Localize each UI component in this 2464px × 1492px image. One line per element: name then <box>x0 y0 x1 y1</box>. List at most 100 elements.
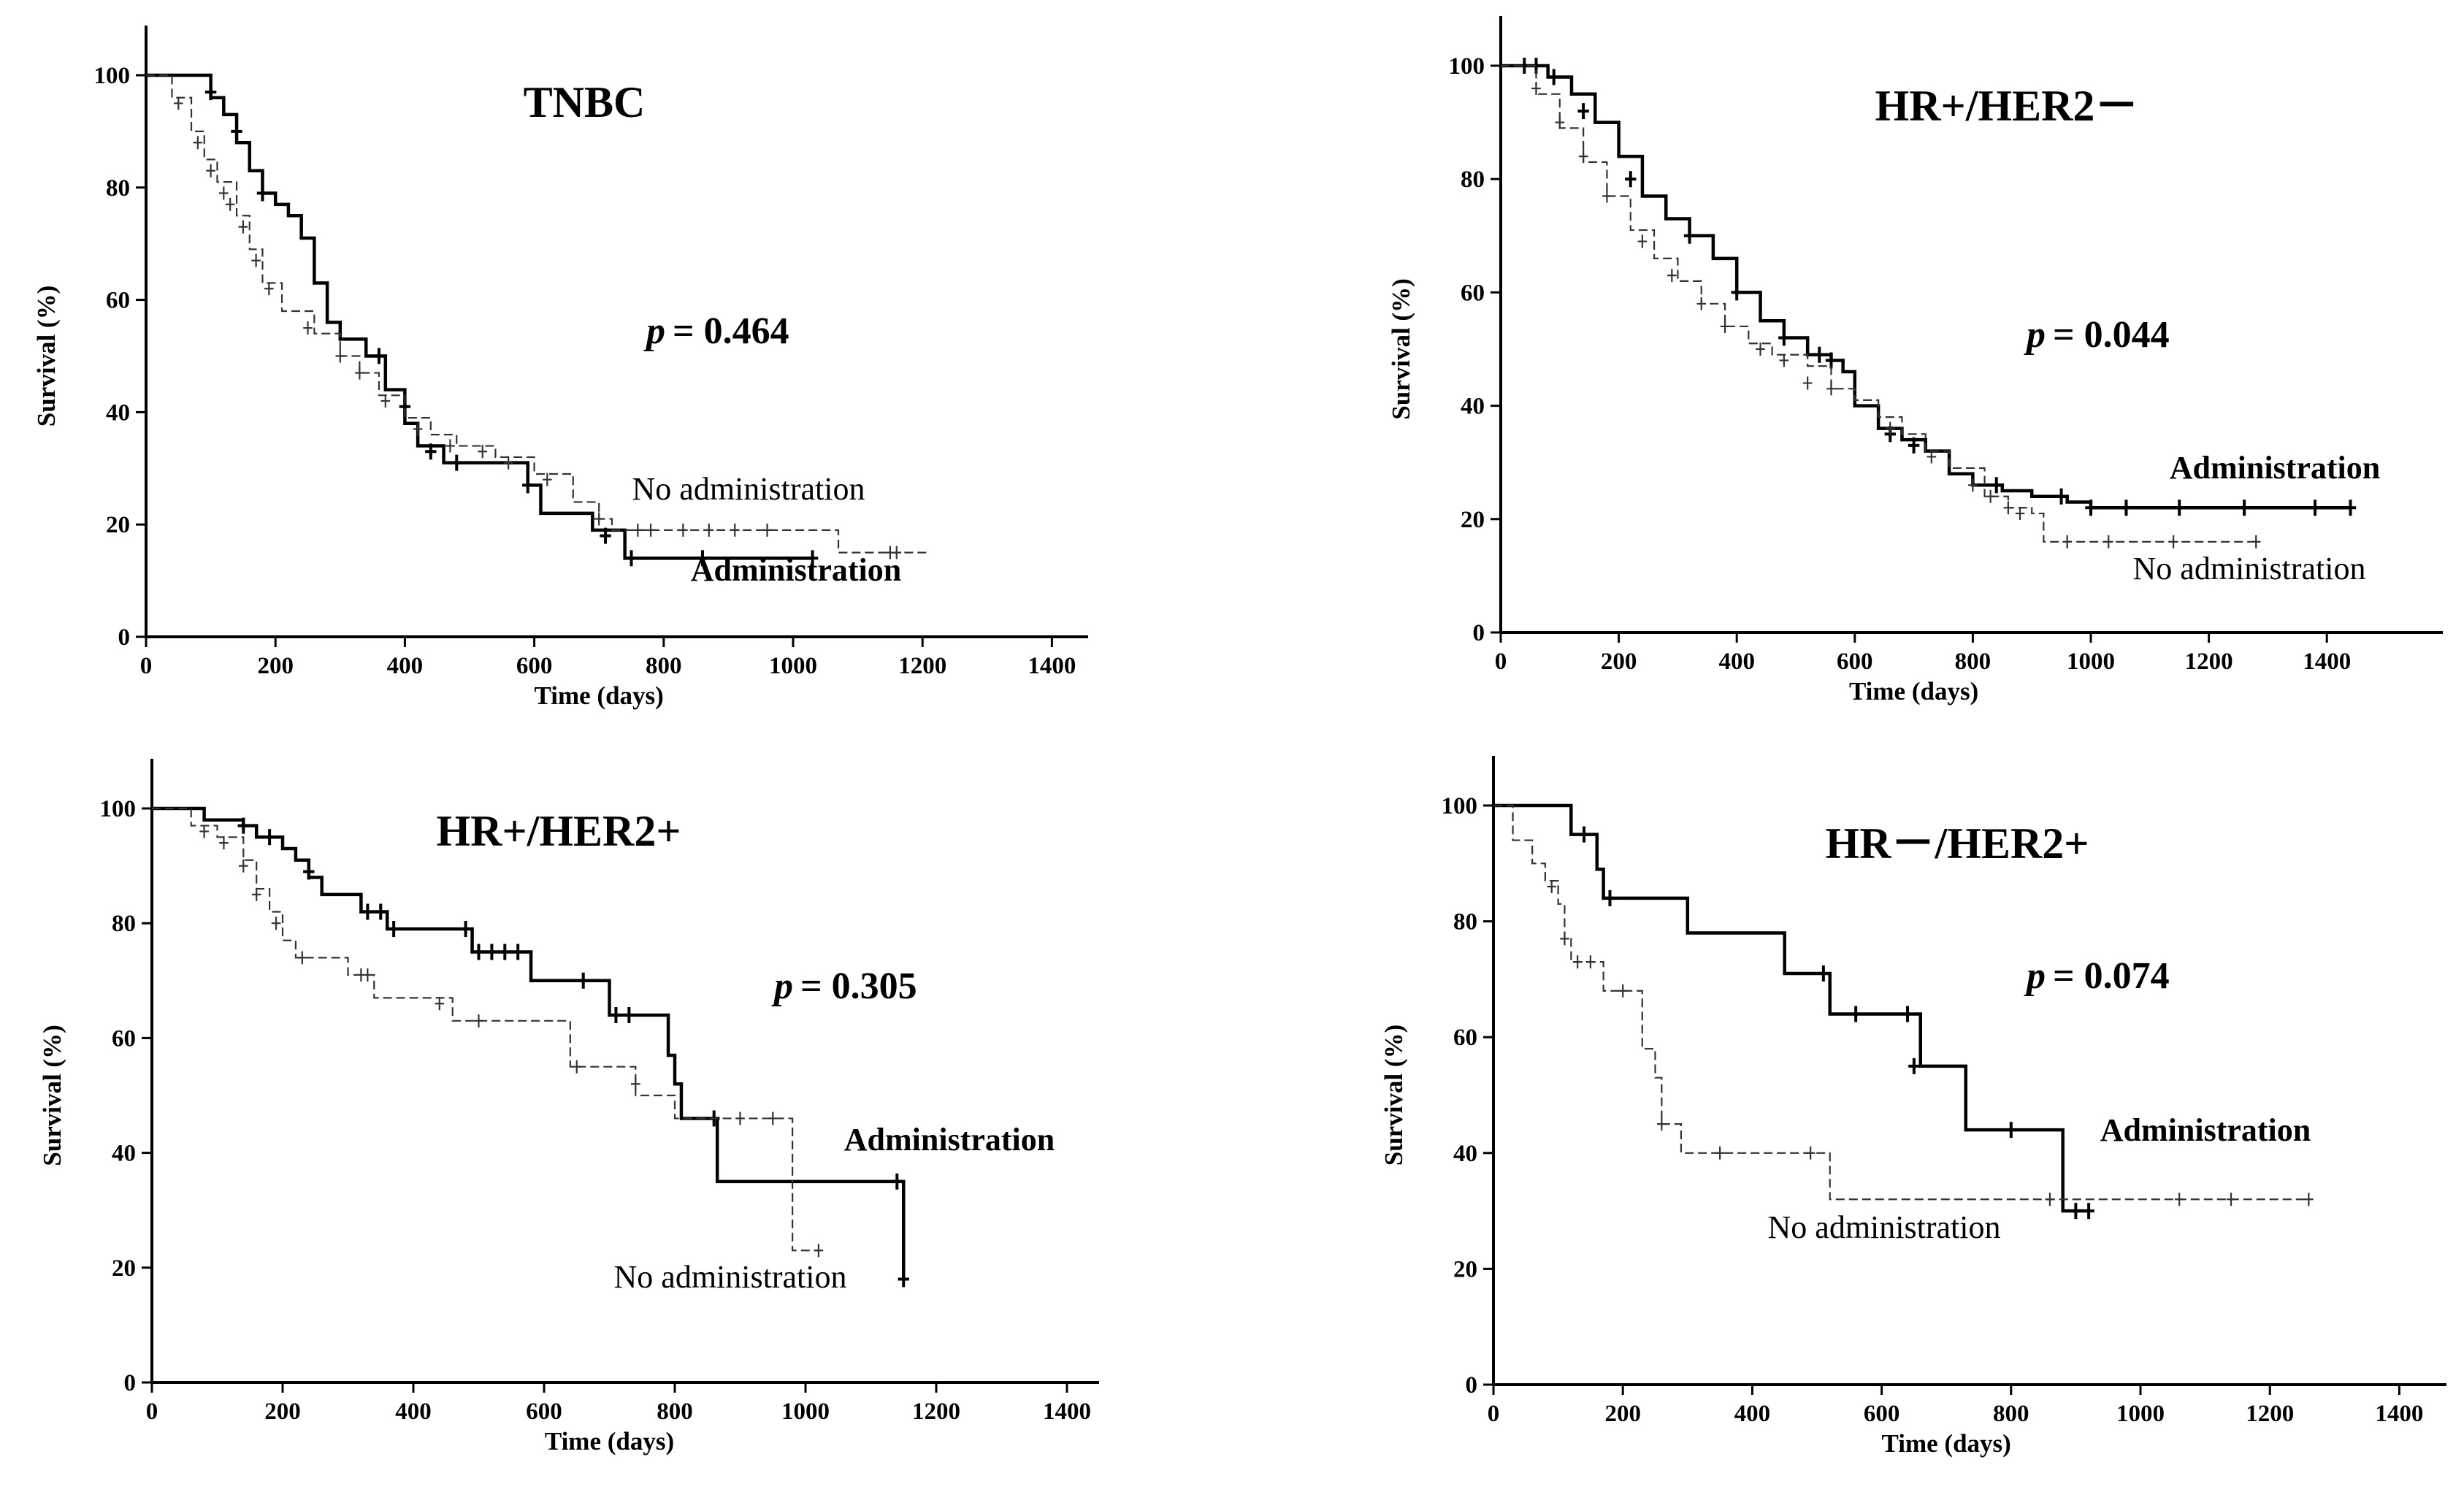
censor-mark <box>231 123 242 139</box>
p-value: = 0.044 <box>2053 314 2170 356</box>
y-tick-label: 80 <box>112 911 136 937</box>
x-tick-label: 1200 <box>912 1399 960 1425</box>
y-axis-title: Survival (%) <box>32 286 61 426</box>
censor-mark <box>503 456 513 470</box>
censor-mark <box>413 422 423 436</box>
p-value-label: p = 0.464 <box>643 310 789 352</box>
censor-mark <box>499 944 510 960</box>
series-no-administration <box>146 74 930 559</box>
p-value: = 0.074 <box>2053 955 2170 997</box>
y-tick-label: 100 <box>1449 53 1485 80</box>
censor-mark <box>478 445 488 459</box>
censor-mark <box>2174 1193 2184 1206</box>
censor-mark <box>1826 382 1836 396</box>
y-tick-label: 80 <box>1461 167 1485 193</box>
p-symbol: p <box>2024 314 2046 356</box>
y-axis-title: Survival (%) <box>38 1025 66 1166</box>
censor-mark <box>1902 1006 1913 1022</box>
censor-mark <box>435 997 445 1011</box>
censor-mark <box>730 523 740 537</box>
y-tick-label: 60 <box>112 1025 136 1052</box>
survival-curve <box>1501 64 2257 543</box>
y-tick-label: 60 <box>1453 1025 1477 1051</box>
censor-mark <box>2168 535 2178 548</box>
censor-mark <box>1602 189 1612 203</box>
x-tick-label: 1400 <box>2303 649 2351 675</box>
censor-mark <box>1548 69 1560 85</box>
censor-mark <box>251 887 261 901</box>
censor-mark <box>1778 329 1790 346</box>
censor-mark <box>2226 1193 2236 1206</box>
y-tick-label: 80 <box>106 175 130 202</box>
censor-mark <box>2085 500 2097 516</box>
x-tick-label: 200 <box>1604 1401 1641 1427</box>
censor-mark <box>2005 1122 2017 1139</box>
censor-mark <box>2120 500 2132 516</box>
censor-mark <box>2309 500 2321 516</box>
censor-mark <box>219 186 229 200</box>
p-symbol: p <box>771 965 793 1007</box>
x-tick-label: 400 <box>395 1399 432 1425</box>
censor-mark <box>355 366 364 380</box>
administration-label: Administration <box>691 552 901 588</box>
censor-mark <box>543 473 552 486</box>
x-tick-label: 200 <box>1601 649 1637 675</box>
censor-mark <box>610 1006 622 1023</box>
panel-title: HR+/HER2+ <box>436 807 681 855</box>
x-tick-label: 800 <box>1993 1401 2029 1427</box>
censor-mark <box>1604 890 1616 906</box>
p-value: = 0.305 <box>800 965 917 1007</box>
censor-mark <box>459 921 472 938</box>
censor-mark <box>1555 115 1565 129</box>
x-tick-label: 1000 <box>769 653 817 679</box>
censor-mark <box>2070 1203 2082 1220</box>
censor-mark <box>193 136 203 150</box>
km-panel-1: 0 200 400 600 800 1000 1200 1400 0 20 40 60 80 100 Tim… <box>32 26 1088 710</box>
censor-mark <box>1585 955 1596 969</box>
censor-mark <box>646 523 656 537</box>
survival-curve <box>1501 64 2351 510</box>
censor-mark <box>297 951 307 965</box>
survival-curve <box>152 806 906 1279</box>
censor-mark <box>1805 1146 1816 1160</box>
x-tick-label: 600 <box>526 1399 562 1425</box>
x-tick-label: 1000 <box>2116 1401 2165 1427</box>
x-tick-label: 800 <box>657 1399 693 1425</box>
x-axis-title: Time (days) <box>1882 1429 2011 1458</box>
censor-mark <box>1813 346 1826 363</box>
censor-mark <box>445 439 455 453</box>
censor-mark <box>225 197 235 211</box>
censor-mark <box>892 546 902 559</box>
censor-mark <box>425 443 437 460</box>
censor-mark <box>380 394 391 408</box>
censor-mark <box>2015 507 2025 521</box>
censor-mark <box>1547 880 1557 894</box>
censor-mark <box>264 282 274 296</box>
censor-mark <box>335 349 345 363</box>
censor-mark <box>1531 82 1541 96</box>
y-tick-label: 40 <box>1453 1141 1477 1167</box>
censor-mark <box>472 944 485 960</box>
censor-mark <box>1991 477 2002 494</box>
x-axis-title: Time (days) <box>1849 677 1978 705</box>
x-axis-title: Time (days) <box>535 681 664 710</box>
y-tick-label: 0 <box>124 1370 137 1396</box>
series-administration <box>152 806 909 1288</box>
censor-mark <box>303 321 313 335</box>
censor-mark <box>264 829 275 846</box>
y-tick-label: 40 <box>1461 394 1485 420</box>
censor-mark <box>1578 826 1590 843</box>
censor-mark <box>375 903 386 920</box>
censor-mark <box>806 550 819 567</box>
censor-mark <box>633 523 643 537</box>
censor-mark <box>239 859 248 873</box>
no-administration-label: No administration <box>632 471 865 507</box>
p-value-label: p = 0.074 <box>2024 955 2170 997</box>
y-tick-label: 20 <box>1453 1256 1477 1282</box>
series-administration <box>146 73 819 567</box>
censor-mark <box>2045 1193 2055 1206</box>
censor-mark <box>697 550 708 567</box>
x-tick-label: 400 <box>1718 649 1755 675</box>
censor-mark <box>2344 500 2357 516</box>
survival-curve <box>1493 804 2309 1201</box>
